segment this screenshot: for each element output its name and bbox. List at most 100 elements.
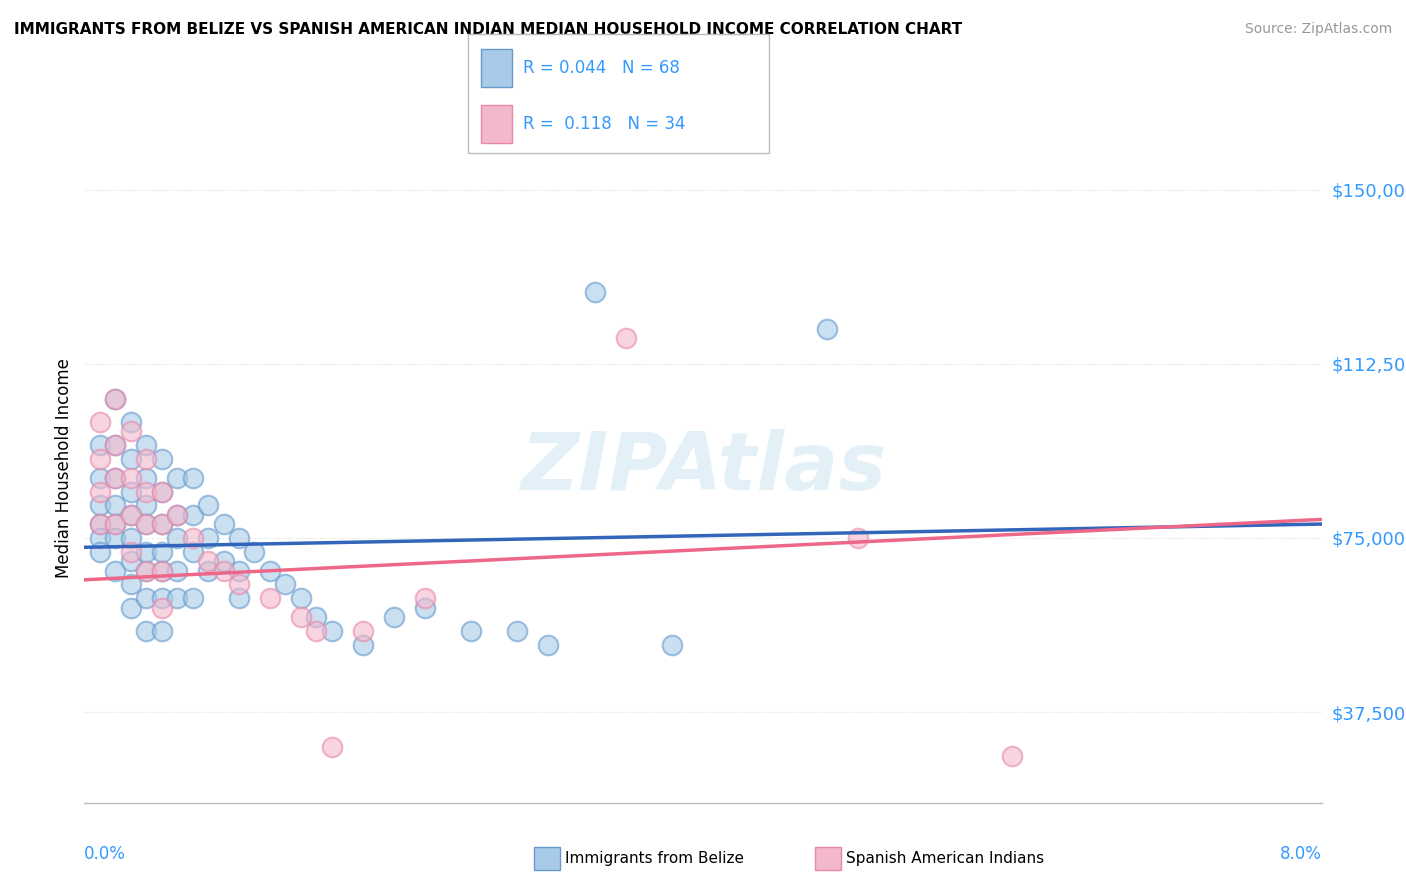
Point — [135, 591, 157, 606]
Point — [506, 624, 529, 638]
Point — [212, 554, 235, 568]
Point — [181, 470, 204, 484]
Point — [212, 517, 235, 532]
Point — [150, 452, 173, 467]
Point — [197, 499, 219, 513]
Text: R = 0.044   N = 68: R = 0.044 N = 68 — [523, 59, 681, 77]
Text: Spanish American Indians: Spanish American Indians — [846, 852, 1045, 866]
Point — [89, 438, 111, 452]
Point — [120, 554, 142, 568]
Point — [104, 470, 127, 484]
Point — [104, 392, 127, 406]
Point — [166, 508, 188, 522]
Point — [212, 564, 235, 578]
Point — [120, 577, 142, 591]
Point — [166, 531, 188, 545]
Point — [120, 484, 142, 499]
Text: ZIPAtlas: ZIPAtlas — [520, 429, 886, 508]
Point — [120, 545, 142, 559]
Text: 8.0%: 8.0% — [1279, 845, 1322, 863]
Point — [181, 591, 204, 606]
Point — [89, 499, 111, 513]
Point — [120, 508, 142, 522]
Point — [228, 591, 250, 606]
Point — [104, 438, 127, 452]
Point — [150, 545, 173, 559]
Text: Source: ZipAtlas.com: Source: ZipAtlas.com — [1244, 22, 1392, 37]
Point — [537, 638, 560, 652]
Point — [135, 499, 157, 513]
Point — [166, 470, 188, 484]
Point — [104, 499, 127, 513]
Text: 0.0%: 0.0% — [84, 845, 127, 863]
Point — [150, 484, 173, 499]
Point — [89, 517, 111, 532]
Point — [150, 591, 173, 606]
Point — [166, 564, 188, 578]
Point — [815, 322, 838, 336]
Point — [104, 564, 127, 578]
Point — [583, 285, 606, 299]
Point — [150, 600, 173, 615]
Point — [197, 564, 219, 578]
Point — [135, 452, 157, 467]
Point — [305, 610, 328, 624]
Point — [135, 438, 157, 452]
Point — [290, 610, 312, 624]
Point — [104, 531, 127, 545]
Point — [120, 600, 142, 615]
Point — [274, 577, 297, 591]
Point — [135, 517, 157, 532]
Point — [89, 470, 111, 484]
Point — [135, 564, 157, 578]
Point — [228, 564, 250, 578]
Point — [89, 545, 111, 559]
Point — [181, 545, 204, 559]
Point — [166, 591, 188, 606]
Point — [321, 624, 343, 638]
Point — [197, 554, 219, 568]
Point — [259, 591, 281, 606]
Text: R =  0.118   N = 34: R = 0.118 N = 34 — [523, 115, 686, 133]
Point — [243, 545, 266, 559]
Point — [150, 624, 173, 638]
Point — [135, 564, 157, 578]
Point — [104, 517, 127, 532]
Point — [135, 545, 157, 559]
Point — [120, 470, 142, 484]
Point — [104, 470, 127, 484]
Point — [104, 517, 127, 532]
Point — [228, 531, 250, 545]
Point — [228, 577, 250, 591]
Point — [290, 591, 312, 606]
Point — [181, 508, 204, 522]
Point — [413, 591, 436, 606]
Point — [197, 531, 219, 545]
Point — [305, 624, 328, 638]
Point — [150, 517, 173, 532]
Point — [135, 470, 157, 484]
Point — [614, 331, 637, 345]
Point — [120, 415, 142, 429]
Point — [89, 517, 111, 532]
Text: IMMIGRANTS FROM BELIZE VS SPANISH AMERICAN INDIAN MEDIAN HOUSEHOLD INCOME CORREL: IMMIGRANTS FROM BELIZE VS SPANISH AMERIC… — [14, 22, 962, 37]
Point — [846, 531, 869, 545]
Point — [120, 531, 142, 545]
Point — [413, 600, 436, 615]
Point — [135, 517, 157, 532]
Point — [352, 638, 374, 652]
Point — [661, 638, 683, 652]
Point — [150, 564, 173, 578]
Point — [321, 740, 343, 755]
Point — [150, 564, 173, 578]
Point — [166, 508, 188, 522]
Point — [89, 531, 111, 545]
Point — [1001, 749, 1024, 764]
Point — [120, 452, 142, 467]
Point — [460, 624, 482, 638]
Point — [89, 415, 111, 429]
Point — [89, 452, 111, 467]
Point — [120, 424, 142, 438]
Point — [150, 484, 173, 499]
Point — [181, 531, 204, 545]
